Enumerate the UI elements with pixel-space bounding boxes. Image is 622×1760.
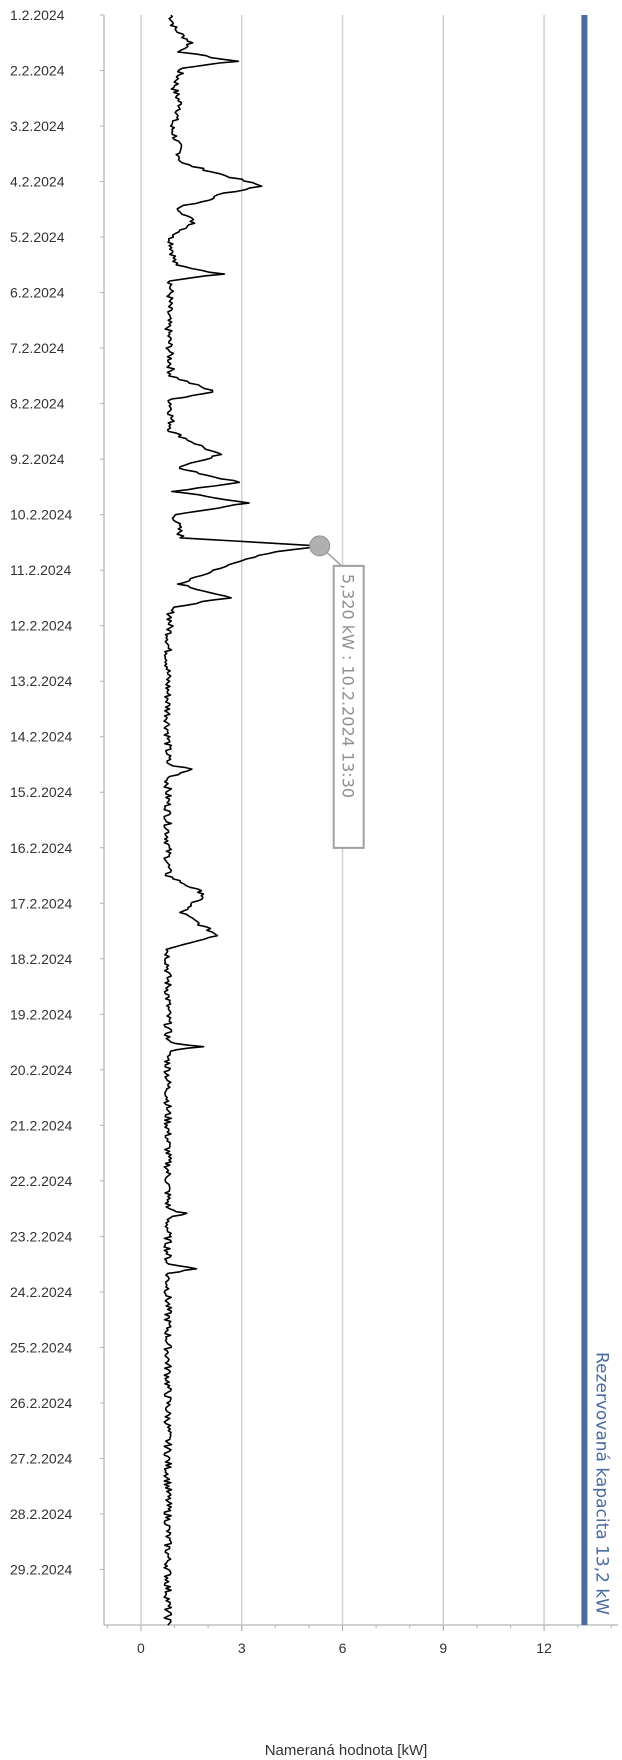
x-tick-label: 9 [439, 1640, 447, 1656]
date-tick-label: 11.2.2024 [10, 562, 71, 578]
date-tick-label: 7.2.2024 [10, 340, 65, 356]
date-axis: 1.2.2024 2.2.2024 3.2.2024 4.2.2024 5.2.2024… [10, 7, 105, 1625]
tooltip-box [332, 564, 365, 849]
date-tick-label: 2.2.2024 [10, 63, 65, 79]
date-tick-label: 26.2.2024 [10, 1395, 72, 1411]
value-axis: 0 3 6 9 12 [104, 1624, 618, 1656]
date-tick-label: 20.2.2024 [10, 1062, 72, 1078]
date-tick-label: 6.2.2024 [10, 285, 65, 301]
tooltip: 5,320 kW : 10.2.2024 13:30 [309, 535, 365, 849]
x-tick-label: 12 [536, 1640, 552, 1656]
capacity-label: Rezervovaná kapacita 13,2 kW [591, 1352, 611, 1615]
x-tick-label: 6 [339, 1640, 347, 1656]
date-tick-label: 25.2.2024 [10, 1339, 72, 1355]
date-tick-label: 14.2.2024 [10, 729, 72, 745]
date-tick-label: 5.2.2024 [10, 229, 65, 245]
date-tick-label: 23.2.2024 [10, 1228, 72, 1244]
date-tick-label: 16.2.2024 [10, 840, 72, 856]
date-tick-label: 1.2.2024 [10, 7, 65, 23]
date-tick-label: 15.2.2024 [10, 784, 72, 800]
tooltip-marker [309, 535, 331, 557]
reserved-capacity-line: Rezervovaná kapacita 13,2 kW [581, 15, 611, 1625]
x-tick-label: 0 [137, 1640, 145, 1656]
series-line [163, 14, 320, 1626]
date-tick-label: 10.2.2024 [10, 507, 72, 523]
date-tick-label: 13.2.2024 [10, 673, 72, 689]
date-tick-label: 4.2.2024 [10, 174, 65, 190]
date-tick-label: 12.2.2024 [10, 618, 72, 634]
x-axis-title: Nameraná hodnota [kW] [265, 1742, 428, 1759]
date-tick-label: 9.2.2024 [10, 451, 65, 467]
date-tick-label: 29.2.2024 [10, 1561, 72, 1577]
date-tick-label: 3.2.2024 [10, 118, 65, 134]
date-tick-label: 19.2.2024 [10, 1006, 72, 1022]
date-tick-label: 21.2.2024 [10, 1117, 72, 1133]
tooltip-text: 5,320 kW : 10.2.2024 13:30 [339, 574, 358, 798]
date-tick-label: 24.2.2024 [10, 1284, 72, 1300]
date-tick-label: 18.2.2024 [10, 951, 72, 967]
date-tick-label: 8.2.2024 [10, 396, 65, 412]
x-tick-label: 3 [238, 1640, 246, 1656]
series-measured [163, 14, 320, 1626]
date-tick-label: 27.2.2024 [10, 1450, 72, 1466]
date-tick-label: 28.2.2024 [10, 1506, 72, 1522]
date-tick-label: 17.2.2024 [10, 895, 72, 911]
date-tick-label: 22.2.2024 [10, 1173, 72, 1189]
